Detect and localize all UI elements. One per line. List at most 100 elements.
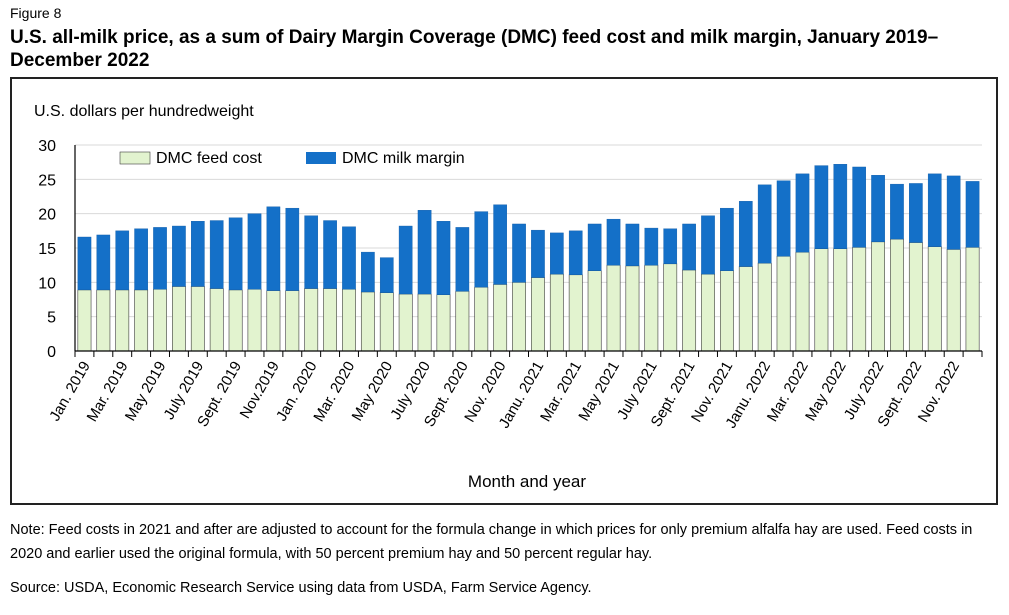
bar-milk-margin	[417, 210, 432, 295]
bar-milk-margin	[209, 220, 224, 289]
bar-milk-margin	[266, 206, 281, 291]
bar-feed-cost	[153, 288, 167, 352]
bar-feed-cost	[587, 270, 602, 352]
bar-milk-margin	[361, 251, 375, 293]
bar-milk-margin	[776, 180, 791, 257]
bar-milk-margin	[625, 223, 640, 267]
bar-feed-cost	[927, 246, 942, 352]
bar-feed-cost	[96, 289, 111, 352]
bar-feed-cost	[379, 292, 394, 352]
x-axis-label: Month and year	[468, 472, 586, 491]
bar-feed-cost	[852, 247, 867, 352]
bar-feed-cost	[190, 286, 205, 352]
y-tick-label: 30	[38, 138, 56, 155]
bar-milk-margin	[436, 221, 451, 295]
legend-swatch-milk-margin	[306, 152, 336, 164]
bar-milk-margin	[153, 227, 167, 290]
bar-feed-cost	[663, 263, 678, 352]
bar-milk-margin	[304, 215, 319, 289]
chart-source: Source: USDA, Economic Research Service …	[10, 580, 592, 596]
legend-label-milk-margin: DMC milk margin	[342, 150, 465, 167]
bar-feed-cost	[701, 273, 715, 352]
bar-feed-cost	[474, 286, 489, 352]
bar-milk-margin	[644, 227, 659, 266]
bar-milk-margin	[228, 217, 243, 291]
bar-feed-cost	[890, 238, 904, 352]
bar-milk-margin	[172, 225, 186, 287]
y-tick-label: 5	[47, 310, 56, 327]
chart-title: U.S. all-milk price, as a sum of Dairy M…	[10, 27, 939, 71]
bar-feed-cost	[228, 289, 243, 352]
bar-feed-cost	[606, 264, 621, 352]
bar-feed-cost	[493, 284, 508, 352]
bar-feed-cost	[304, 288, 319, 352]
bar-milk-margin	[493, 204, 507, 285]
bar-milk-margin	[550, 232, 564, 275]
bar-feed-cost	[455, 290, 470, 352]
bar-milk-margin	[757, 184, 772, 264]
bar-feed-cost	[644, 264, 659, 352]
bar-milk-margin	[795, 173, 810, 253]
bar-feed-cost	[77, 289, 92, 352]
legend-swatch-feed-cost	[119, 151, 151, 165]
bar-milk-margin	[852, 166, 866, 248]
bar-feed-cost	[833, 248, 848, 352]
bar-milk-margin	[814, 165, 829, 249]
bar-feed-cost	[115, 289, 130, 352]
chart-note: Note: Feed costs in 2021 and after are a…	[10, 522, 973, 562]
bar-feed-cost	[965, 247, 980, 352]
y-tick-label: 0	[47, 344, 56, 361]
bar-milk-margin	[512, 223, 526, 283]
bar-feed-cost	[342, 288, 356, 352]
bar-milk-margin	[738, 201, 753, 267]
bar-milk-margin	[890, 183, 904, 240]
bar-feed-cost	[266, 290, 281, 352]
bar-milk-margin	[606, 218, 621, 266]
bar-milk-margin	[191, 221, 205, 287]
bar-milk-margin	[474, 211, 489, 288]
bar-milk-margin	[871, 175, 885, 243]
bar-feed-cost	[436, 294, 451, 352]
bar-milk-margin	[342, 226, 356, 290]
bar-milk-margin	[455, 227, 470, 292]
bar-feed-cost	[549, 273, 564, 352]
bar-feed-cost	[568, 274, 583, 352]
bar-feed-cost	[323, 288, 338, 352]
bar-milk-margin	[398, 225, 413, 295]
bar-milk-margin	[682, 223, 696, 271]
y-tick-label: 20	[38, 207, 56, 224]
bar-milk-margin	[965, 181, 980, 248]
bar-feed-cost	[360, 291, 375, 352]
figure-label: Figure 8	[10, 5, 62, 21]
bar-feed-cost	[417, 293, 432, 352]
bar-feed-cost	[814, 248, 829, 352]
bar-milk-margin	[379, 257, 394, 293]
y-tick-label: 10	[38, 275, 56, 292]
legend-label-feed-cost: DMC feed cost	[156, 150, 262, 167]
bar-feed-cost	[172, 286, 186, 352]
bar-milk-margin	[247, 213, 262, 290]
bar-feed-cost	[209, 288, 224, 352]
bar-feed-cost	[625, 265, 640, 352]
y-axis-label: U.S. dollars per hundredweight	[34, 103, 254, 120]
bar-milk-margin	[96, 234, 111, 291]
bar-milk-margin	[115, 230, 130, 291]
y-tick-label: 15	[38, 241, 56, 258]
bar-milk-margin	[134, 228, 148, 291]
bar-feed-cost	[871, 241, 885, 352]
bar-feed-cost	[134, 289, 149, 352]
bar-milk-margin	[946, 175, 961, 250]
bar-milk-margin	[927, 173, 942, 247]
bar-milk-margin	[663, 228, 678, 264]
bar-milk-margin	[568, 230, 583, 275]
bar-feed-cost	[719, 270, 734, 352]
bar-feed-cost	[776, 255, 791, 352]
bar-milk-margin	[701, 215, 715, 275]
chart-frame: 0 5 10 15 20 25 30 U.S. dollars per hundredweig…	[10, 77, 998, 505]
stacked-bar-chart: 0 5 10 15 20 25 30 U.S. dollars per hundredweig…	[34, 103, 983, 491]
bar-feed-cost	[531, 277, 545, 352]
bar-feed-cost	[682, 269, 697, 352]
bar-milk-margin	[285, 207, 300, 291]
bar-feed-cost	[738, 266, 753, 352]
bar-feed-cost	[247, 288, 262, 352]
